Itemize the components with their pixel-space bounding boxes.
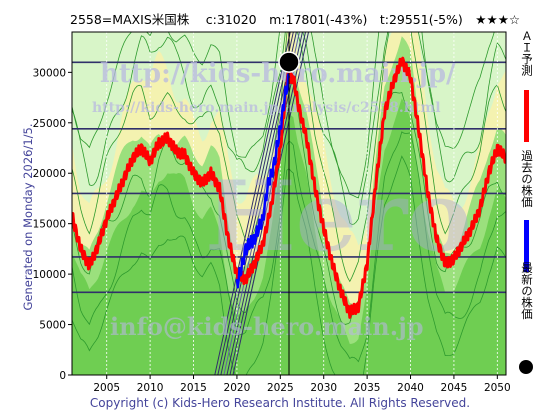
legend-past-price: 過去の株価 bbox=[517, 150, 537, 272]
current-price-dot bbox=[278, 51, 300, 73]
y-axis: 0 5000 10000 15000 20000 25000 30000 bbox=[33, 67, 72, 382]
y-tick-label: 20000 bbox=[33, 168, 66, 180]
x-tick-label: 2010 bbox=[137, 382, 164, 394]
x-tick-label: 2040 bbox=[397, 382, 424, 394]
watermark-analysis-url: http://kids-hero.main.jp/analysis/c2558.… bbox=[92, 100, 441, 116]
legend-latest-price-dot bbox=[519, 360, 533, 374]
watermark-email: info@kids-hero.main.jp bbox=[110, 312, 424, 341]
trend-channel-line bbox=[217, 32, 294, 375]
x-axis: 2005 2010 2015 2020 2025 2030 2035 2040 2045 2050 bbox=[93, 375, 511, 394]
legend-ai-forecast: ＡＩ予測 bbox=[517, 30, 537, 160]
trend-channel-line bbox=[214, 32, 291, 375]
legend-past-price-swatch bbox=[524, 220, 529, 272]
y-tick-label: 25000 bbox=[33, 118, 66, 130]
y-tick-label: 10000 bbox=[33, 269, 66, 281]
trend-channel-line bbox=[220, 32, 297, 375]
legend-latest-price: 最新の株価 bbox=[517, 262, 537, 362]
x-tick-label: 2015 bbox=[180, 382, 207, 394]
x-tick-label: 2005 bbox=[93, 382, 120, 394]
y-tick-label: 30000 bbox=[33, 67, 66, 79]
chart-title: 2558=MAXIS米国株 c:31020 m:17801(-43%) t:29… bbox=[70, 12, 521, 27]
y-tick-label: 0 bbox=[59, 370, 66, 382]
copyright-footer: Copyright (c) Kids-Hero Research Institu… bbox=[89, 396, 471, 410]
x-tick-label: 2045 bbox=[441, 382, 468, 394]
legend-past-price-label: 過去の株価 bbox=[520, 150, 534, 208]
trend-channel-line bbox=[229, 32, 306, 375]
x-tick-label: 2025 bbox=[267, 382, 294, 394]
x-tick-label: 2035 bbox=[354, 382, 381, 394]
past-price-line bbox=[235, 73, 291, 289]
plot-frame bbox=[71, 31, 507, 376]
y-tick-label: 15000 bbox=[33, 219, 66, 231]
band-line bbox=[72, 32, 495, 199]
x-tick-label: 2020 bbox=[224, 382, 251, 394]
x-tick-label: 2050 bbox=[484, 382, 511, 394]
y-tick-label: 5000 bbox=[39, 320, 66, 332]
legend-latest-price-label: 最新の株価 bbox=[520, 262, 534, 320]
x-tick-label: 2030 bbox=[310, 382, 337, 394]
legend-ai-forecast-label: ＡＩ予測 bbox=[520, 30, 534, 76]
band-line bbox=[72, 32, 506, 283]
legend-ai-forecast-swatch bbox=[524, 90, 529, 142]
current-price-marker bbox=[278, 32, 300, 375]
